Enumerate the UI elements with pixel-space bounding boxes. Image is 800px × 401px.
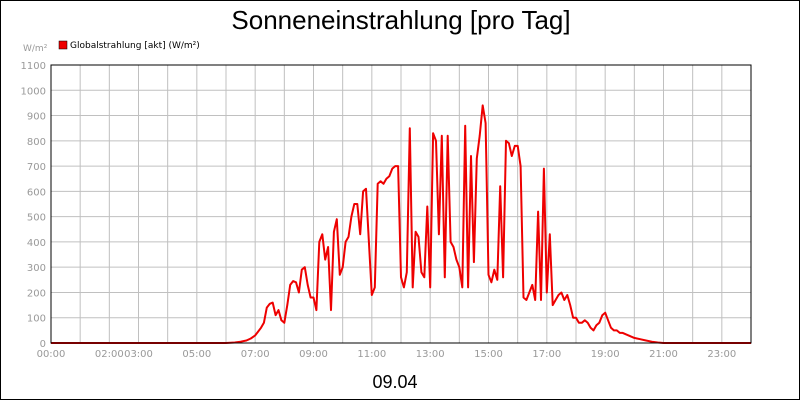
y-tick-label: 500 <box>27 213 46 224</box>
x-tick-label: 03:00 <box>124 349 153 360</box>
plot-border <box>50 64 752 344</box>
x-tick-label: 07:00 <box>241 349 270 360</box>
x-tick-label: 23:00 <box>707 349 736 360</box>
legend-label: Globalstrahlung [akt] (W/m²) <box>70 41 200 51</box>
y-tick-label: 0 <box>40 339 46 350</box>
y-tick-label: 800 <box>27 137 46 148</box>
x-tick-label: 09:00 <box>299 349 328 360</box>
chart-title: Sonneneinstrahlung [pro Tag] <box>231 5 570 35</box>
y-tick-label: 1000 <box>21 86 46 97</box>
grid <box>51 64 751 344</box>
y-axis-unit-label: W/m² <box>23 44 48 54</box>
x-tick-label: 00:00 <box>37 349 66 360</box>
x-tick-label: 02:00 <box>95 349 124 360</box>
x-tick-label: 19:00 <box>591 349 620 360</box>
y-tick-label: 400 <box>27 238 46 249</box>
x-axis-date-label: 09.04 <box>372 372 417 392</box>
legend-swatch <box>58 40 68 50</box>
y-tick-label: 900 <box>27 112 46 123</box>
y-tick-label: 600 <box>27 187 46 198</box>
x-tick-label: 21:00 <box>649 349 678 360</box>
y-tick-label: 300 <box>27 263 46 274</box>
x-tick-label: 11:00 <box>357 349 386 360</box>
y-axis-ticks: 0 100 200 300 400 500 600 700 800 900 1000 1100 <box>21 61 46 350</box>
x-tick-label: 13:00 <box>416 349 445 360</box>
x-tick-label: 05:00 <box>182 349 211 360</box>
series-line-globalstrahlung <box>51 104 751 344</box>
y-tick-label: 100 <box>27 314 46 325</box>
y-tick-label: 700 <box>27 162 46 173</box>
y-tick-label: 200 <box>27 288 46 299</box>
x-tick-label: 15:00 <box>474 349 503 360</box>
y-tick-label: 1100 <box>21 61 46 72</box>
x-tick-label: 17:00 <box>532 349 561 360</box>
x-axis-ticks: 00:00 02:00 03:00 05:00 07:00 09:00 11:00 13:00… <box>37 349 737 360</box>
